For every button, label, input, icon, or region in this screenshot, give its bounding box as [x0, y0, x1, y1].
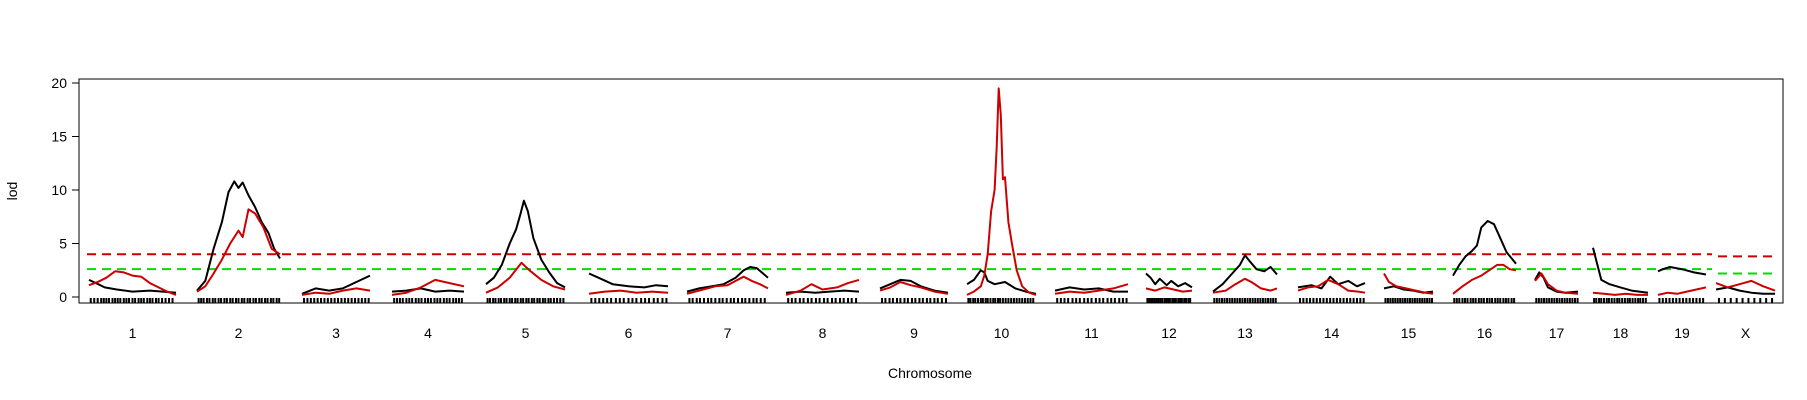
lod-curve-s0-chr-11	[1054, 286, 1128, 293]
y-tick-label-10: 10	[51, 182, 67, 198]
x-tick-label-chr-8: 8	[819, 325, 827, 341]
y-tick-label-15: 15	[51, 129, 67, 145]
x-axis: 1 2 3 4 5 6 7 8 9 10 11 12 13 14 15 16 17 18 19 X	[129, 325, 1751, 341]
lod-curve-s1-chr-1	[88, 270, 177, 296]
lod-curve-s1-chr-9	[879, 281, 949, 295]
y-axis: 0 5 10 15 20	[51, 75, 80, 305]
y-tick-label-20: 20	[51, 75, 67, 91]
lod-curve-s1-chr-19	[1657, 286, 1707, 296]
lod-curve-s1-chr-13	[1212, 277, 1278, 294]
x-tick-label-chr-15: 15	[1401, 325, 1417, 341]
lod-curve-s1-chr-10	[966, 87, 1037, 296]
lod-curve-s0-chr-13	[1212, 254, 1278, 293]
x-axis-title: Chromosome	[888, 365, 972, 381]
x-tick-label-chr-2: 2	[235, 325, 243, 341]
y-axis-title: lod	[4, 182, 20, 201]
lod-curve-s0-chr-1	[88, 278, 177, 294]
lod-curve-s1-chr-16	[1452, 263, 1517, 295]
y-tick-label-0: 0	[59, 289, 67, 305]
lod-curve-s0-chr-16	[1452, 220, 1517, 277]
x-tick-label-chr-19: 19	[1674, 325, 1690, 341]
lod-curve-s0-chr-18	[1592, 247, 1649, 294]
x-tick-label-chr-14: 14	[1324, 325, 1340, 341]
x-tick-label-chr-1: 1	[129, 325, 137, 341]
x-tick-label-chr-5: 5	[522, 325, 530, 341]
x-tick-label-chr-13: 13	[1237, 325, 1253, 341]
lod-curve-s1-chr-14	[1297, 278, 1366, 294]
lod-curve-s0-chr-X	[1715, 286, 1775, 295]
x-tick-label-chr-3: 3	[332, 325, 340, 341]
lod-curve-s0-chr-19	[1657, 266, 1707, 276]
lod-curve-s0-chr-10	[966, 269, 1037, 295]
x-tick-label-chr-X: X	[1741, 325, 1751, 341]
lod-curve-s1-chr-X	[1715, 279, 1776, 292]
x-tick-label-chr-7: 7	[724, 325, 732, 341]
lod-curve-s1-chr-15	[1383, 273, 1434, 295]
lod-curves	[88, 87, 1776, 296]
lod-curve-s1-chr-5	[485, 261, 566, 294]
lod-curve-s1-chr-7	[686, 275, 769, 295]
lod-curve-s1-chr-3	[301, 287, 371, 296]
x-tick-label-chr-11: 11	[1084, 325, 1099, 341]
threshold-lines	[87, 253, 1775, 275]
lod-curve-s1-chr-17	[1534, 272, 1579, 295]
lod-curve-s1-chr-11	[1054, 283, 1129, 295]
lod-curve-s1-chr-6	[588, 289, 669, 295]
lod-curve-s0-chr-7	[686, 266, 769, 293]
lod-curve-s0-chr-6	[588, 272, 669, 289]
x-tick-label-chr-18: 18	[1613, 325, 1629, 341]
lod-curve-s0-chr-14	[1297, 275, 1366, 290]
lod-curve-s0-chr-12	[1145, 272, 1193, 289]
x-tick-label-chr-17: 17	[1549, 325, 1565, 341]
lod-curve-s1-chr-8	[785, 278, 860, 296]
x-tick-label-chr-6: 6	[625, 325, 633, 341]
y-tick-label-5: 5	[59, 236, 67, 252]
lod-curve-s0-chr-4	[391, 287, 465, 293]
lod-curve-s1-chr-18	[1592, 291, 1648, 296]
x-tick-label-chr-9: 9	[910, 325, 918, 341]
marker-rug	[89, 298, 1774, 303]
x-tick-label-chr-10: 10	[994, 325, 1010, 341]
lod-curve-s1-chr-4	[391, 278, 465, 296]
lod-curve-s1-chr-12	[1145, 286, 1193, 293]
lod-curve-s0-chr-5	[485, 199, 566, 289]
x-tick-label-chr-16: 16	[1477, 325, 1493, 341]
lod-curve-s1-chr-2	[196, 208, 281, 293]
lod-curve-s0-chr-3	[301, 274, 371, 295]
x-tick-label-chr-12: 12	[1161, 325, 1177, 341]
lod-curve-s0-chr-2	[196, 180, 281, 292]
x-tick-label-chr-4: 4	[424, 325, 432, 341]
